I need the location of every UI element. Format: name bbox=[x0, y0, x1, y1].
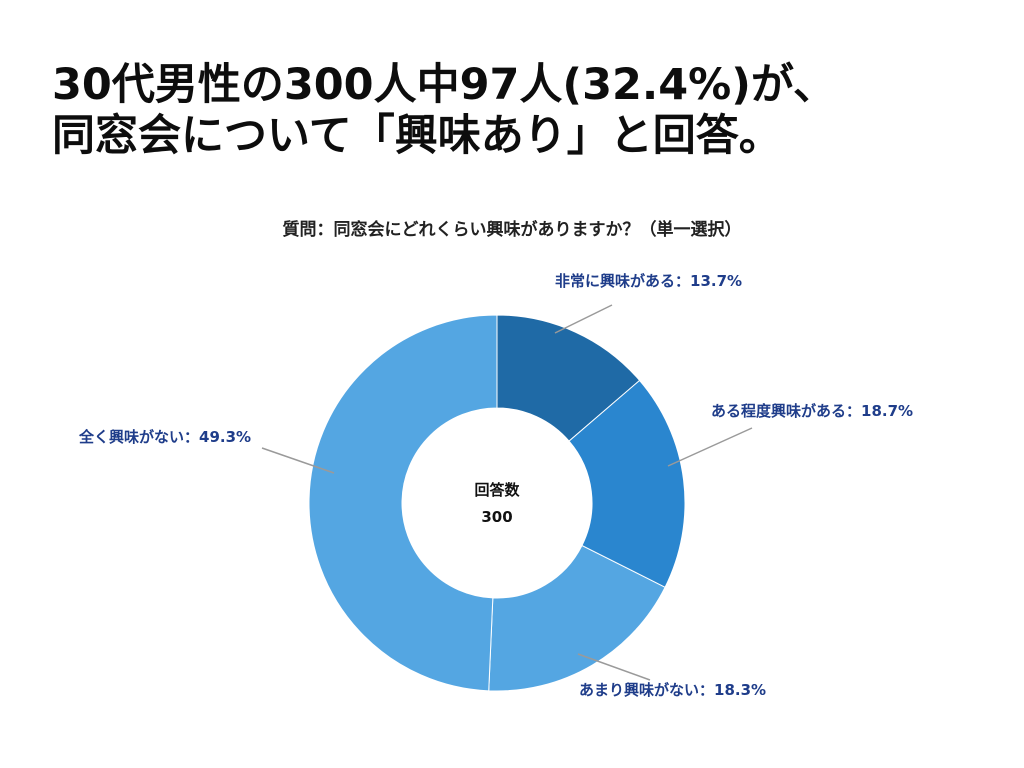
chart-title: 質問：同窓会にどれくらい興味がありますか？（単一選択） bbox=[282, 220, 742, 240]
donut-slice-2 bbox=[568, 379, 686, 588]
slice-label-2: ある程度興味がある：18.7% bbox=[711, 402, 913, 420]
headline: 30代男性の300人中97人(32.4%)が、 同窓会について「興味あり」と回答… bbox=[52, 60, 992, 162]
slice-label-1: 非常に興味がある：13.7% bbox=[555, 272, 742, 290]
slice-label-4: 全く興味がない：49.3% bbox=[78, 428, 251, 446]
slice-label-3: あまり興味がない：18.3% bbox=[579, 681, 766, 699]
headline-line-1: 30代男性の300人中97人(32.4%)が、 bbox=[52, 60, 837, 110]
headline-line-2: 同窓会について「興味あり」と回答。 bbox=[52, 111, 782, 161]
donut-slices bbox=[308, 314, 686, 692]
leader-line-4 bbox=[261, 447, 335, 474]
leader-line-3 bbox=[577, 653, 651, 681]
donut-slice-3 bbox=[488, 544, 666, 692]
leader-line-2 bbox=[667, 427, 753, 467]
center-value: 300 bbox=[481, 508, 512, 526]
leader-lines bbox=[261, 304, 753, 681]
center-label: 回答数 bbox=[474, 481, 520, 499]
leader-line-1 bbox=[554, 304, 613, 334]
slice-labels: 非常に興味がある：13.7% ある程度興味がある：18.7% あまり興味がない：18… bbox=[78, 272, 913, 699]
donut-slice-4 bbox=[308, 314, 498, 692]
